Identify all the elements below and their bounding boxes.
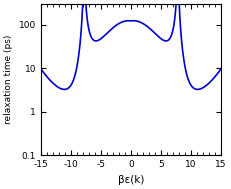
X-axis label: βε(k): βε(k) bbox=[118, 175, 144, 185]
Y-axis label: relaxation time (ps): relaxation time (ps) bbox=[4, 35, 13, 125]
